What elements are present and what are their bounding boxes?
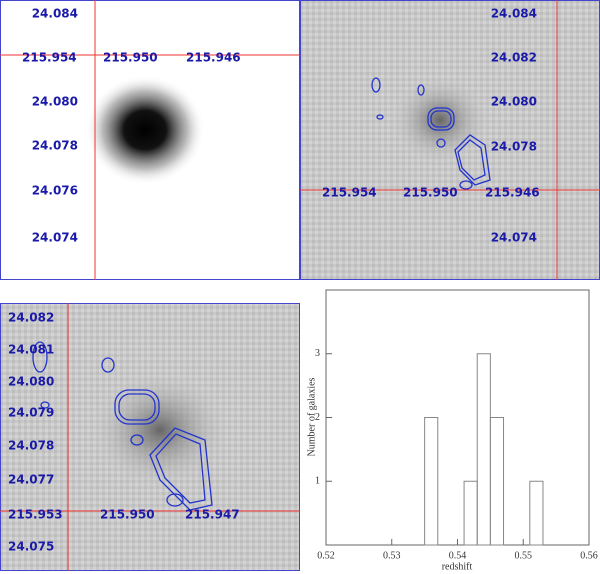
coordinate-label: 215.954 bbox=[322, 186, 377, 200]
coordinate-label: 24.077 bbox=[8, 473, 54, 487]
y-tick-label: 1 bbox=[315, 476, 320, 487]
bar bbox=[424, 417, 439, 546]
source-image bbox=[390, 75, 490, 165]
coordinate-label: 215.954 bbox=[22, 51, 77, 65]
panel-1 bbox=[0, 0, 300, 280]
x-tick-label: 0.56 bbox=[580, 550, 598, 561]
x-tick-label: 0.55 bbox=[515, 550, 533, 561]
coordinate-label: 24.080 bbox=[491, 95, 537, 109]
bar bbox=[476, 353, 491, 546]
x-tick-label: 0.54 bbox=[449, 550, 467, 561]
x-tick-label: 0.52 bbox=[317, 550, 335, 561]
coordinate-label: 24.080 bbox=[8, 375, 54, 389]
source-image bbox=[90, 370, 230, 490]
panel-2 bbox=[300, 0, 600, 280]
coordinate-label: 24.084 bbox=[32, 7, 78, 21]
x-tick-label: 0.53 bbox=[383, 550, 401, 561]
y-tick-label: 2 bbox=[315, 412, 320, 423]
bar bbox=[529, 480, 544, 546]
coordinate-label: 215.946 bbox=[485, 186, 540, 200]
coordinate-label: 24.074 bbox=[32, 231, 78, 245]
coordinate-label: 24.075 bbox=[8, 540, 54, 554]
coordinate-label: 215.947 bbox=[185, 508, 240, 522]
coordinate-label: 24.076 bbox=[32, 184, 78, 198]
coordinate-label: 215.950 bbox=[403, 186, 458, 200]
y-tick-label: 3 bbox=[315, 348, 320, 359]
coordinate-label: 24.080 bbox=[32, 95, 78, 109]
coordinate-label: 24.078 bbox=[491, 140, 537, 154]
coordinate-label: 24.081 bbox=[8, 343, 54, 357]
contours bbox=[371, 77, 491, 190]
coordinate-label: 24.079 bbox=[8, 406, 54, 420]
coordinate-label: 24.078 bbox=[8, 439, 54, 453]
source-image bbox=[85, 75, 205, 185]
y-axis-label: Number of galaxies bbox=[306, 377, 317, 456]
coordinate-label: 215.953 bbox=[8, 508, 63, 522]
coordinate-label: 215.950 bbox=[100, 508, 155, 522]
coordinate-label: 215.946 bbox=[186, 51, 241, 65]
bar bbox=[489, 417, 505, 546]
coordinate-label: 24.082 bbox=[8, 311, 54, 325]
coordinate-label: 215.950 bbox=[103, 51, 158, 65]
contours bbox=[32, 341, 213, 511]
coordinate-label: 24.074 bbox=[491, 231, 537, 245]
bar bbox=[463, 480, 478, 546]
x-axis-label: redshift bbox=[442, 561, 473, 572]
coordinate-label: 24.084 bbox=[491, 7, 537, 21]
panel-3 bbox=[0, 303, 300, 571]
histogram: redshift Number of galaxies bbox=[306, 289, 590, 572]
coordinate-label: 24.082 bbox=[491, 51, 537, 65]
coordinate-label: 24.078 bbox=[32, 139, 78, 153]
plot-frame bbox=[325, 289, 590, 546]
